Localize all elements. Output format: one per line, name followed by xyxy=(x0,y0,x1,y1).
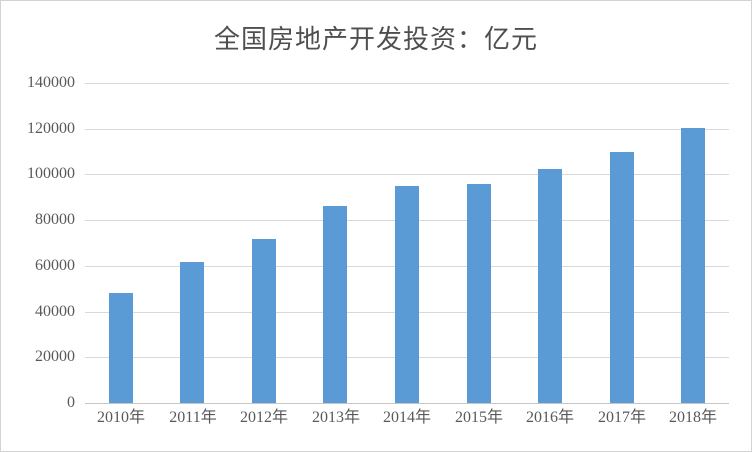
x-axis-tick-label: 2016年 xyxy=(525,409,574,426)
plot-area xyxy=(85,83,729,404)
bar-2016年 xyxy=(538,169,562,403)
x-axis-tick-label: 2014年 xyxy=(382,409,431,426)
y-axis-tick-label: 20000 xyxy=(35,348,75,365)
bar-2017年 xyxy=(610,152,634,403)
bar-2014年 xyxy=(395,186,419,403)
y-axis-tick-label: 100000 xyxy=(27,165,75,182)
gridline xyxy=(85,174,729,175)
bar-2015年 xyxy=(467,184,491,403)
bar-2012年 xyxy=(252,239,276,403)
y-axis-tick-label: 80000 xyxy=(35,211,75,228)
gridline xyxy=(85,129,729,130)
gridline xyxy=(85,83,729,84)
x-axis-line xyxy=(85,403,729,404)
y-axis-tick-label: 120000 xyxy=(27,120,75,137)
bar-2013年 xyxy=(323,206,347,403)
y-axis-tick-label: 40000 xyxy=(35,303,75,320)
x-axis-tick-label: 2012年 xyxy=(239,409,288,426)
y-axis-tick-label: 0 xyxy=(67,394,75,411)
x-axis-tick-label: 2011年 xyxy=(169,409,217,426)
chart-title: 全国房地产开发投资：亿元 xyxy=(213,25,538,54)
x-axis-tick-label: 2015年 xyxy=(454,409,503,426)
x-axis-tick-label: 2018年 xyxy=(668,409,717,426)
y-axis-tick-label: 140000 xyxy=(27,74,75,91)
y-axis-tick-label: 60000 xyxy=(35,257,75,274)
bar-2011年 xyxy=(180,262,204,403)
x-axis-tick-label: 2017年 xyxy=(597,409,646,426)
x-axis-tick-label: 2010年 xyxy=(96,409,145,426)
bar-2018年 xyxy=(681,128,705,403)
x-axis-tick-label: 2013年 xyxy=(311,409,360,426)
bar-2010年 xyxy=(109,293,133,403)
